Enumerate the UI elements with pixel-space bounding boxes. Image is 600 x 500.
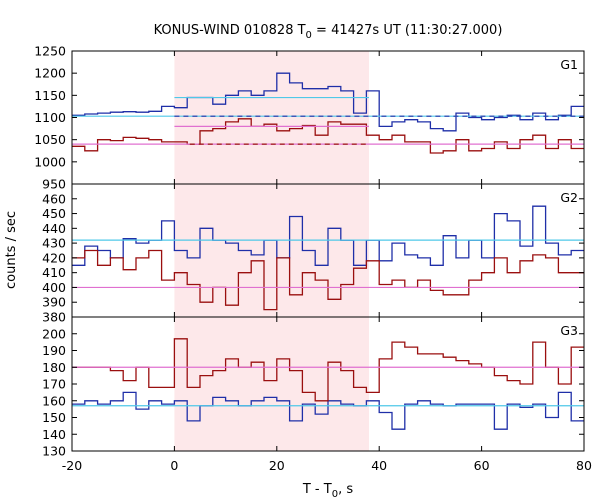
y-tick-label: 420 [42,250,66,265]
x-tick-label: 60 [474,458,490,473]
panel-label: G1 [560,57,578,72]
y-tick-label: 1200 [34,66,66,81]
y-axis-label: counts / sec [4,211,19,289]
y-tick-label: 140 [42,427,66,442]
shaded-interval [174,317,369,451]
chart-title-subscript: 0 [306,30,312,41]
y-tick-label: 1250 [34,44,66,59]
x-axis-label-rest: , s [338,482,353,497]
y-tick-label: 190 [42,343,66,358]
x-tick-label: -20 [62,458,82,473]
series-red-step [72,249,584,311]
x-axis-label: T - T0, s [302,482,353,500]
y-tick-label: 400 [42,280,66,295]
x-tick-label: 0 [170,458,178,473]
series-blue-step [72,72,584,132]
panel-label: G3 [560,323,578,338]
x-axis-label-main: T - T [302,482,332,497]
y-tick-label: 460 [42,191,66,206]
y-tick-label: 170 [42,377,66,392]
y-tick-label: 1050 [34,132,66,147]
y-tick-label: 1000 [34,154,66,169]
panel-g1: 950 1000 1050 1100 1150 1200 1250 G1 [34,44,585,192]
chart-title-rest: = 41427s UT (11:30:27.000) [312,23,502,38]
y-tick-label: 950 [42,177,66,192]
series-red-step [72,118,584,154]
y-tick-label: 150 [42,410,66,425]
x-axis-label-subscript: 0 [332,489,338,500]
y-tick-label: 390 [42,295,66,310]
y-tick-label: 1150 [34,88,66,103]
y-tick-label: 160 [42,393,66,408]
y-tick-label: 200 [42,326,66,341]
y-tick-label: 180 [42,360,66,375]
x-tick-label: 80 [576,458,592,473]
chart-title: KONUS-WIND 010828 T0 = 41427s UT (11:30:… [154,23,503,41]
shaded-interval [174,51,369,184]
series-blue-step [72,205,584,266]
panel-label: G2 [560,190,578,205]
chart-title-main: KONUS-WIND 010828 T [154,23,306,38]
series-blue-step [72,391,584,430]
shaded-interval [174,184,369,317]
y-tick-label: 430 [42,236,66,251]
y-tick-label: 380 [42,310,66,325]
y-tick-label: 130 [42,444,66,459]
x-tick-label: 20 [269,458,285,473]
series-red-step [72,338,584,402]
y-tick-label: 1100 [34,110,66,125]
x-tick-label: 40 [371,458,387,473]
y-tick-label: 440 [42,221,66,236]
y-tick-label: 410 [42,265,66,280]
y-tick-label: 450 [42,206,66,221]
